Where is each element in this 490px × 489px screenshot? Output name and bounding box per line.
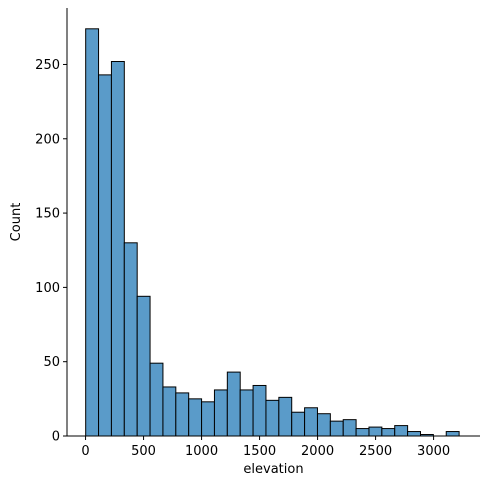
histogram-bar <box>342 419 357 437</box>
y-tick-label: 50 <box>43 355 60 370</box>
histogram-bar <box>265 399 280 437</box>
histogram-bar <box>291 411 306 437</box>
x-tick-label: 2500 <box>359 444 392 459</box>
histogram-bar <box>188 398 203 437</box>
x-tick-label: 1000 <box>185 444 218 459</box>
y-tick-label: 200 <box>35 132 60 147</box>
histogram-bar <box>136 295 151 437</box>
histogram-bar <box>213 389 228 437</box>
y-tick-label: 250 <box>35 58 60 73</box>
histogram-bar <box>162 386 177 437</box>
histogram-bar <box>278 396 293 437</box>
histogram-bar <box>381 428 396 437</box>
y-axis-ticks: 0 50 100 150 200 250 <box>35 58 67 445</box>
x-tick-label: 1500 <box>243 444 276 459</box>
y-tick-label: 100 <box>35 281 60 296</box>
histogram-bar <box>355 428 370 437</box>
histogram-bar <box>123 242 138 437</box>
histogram-bar <box>201 401 215 437</box>
histogram-bar <box>110 61 125 437</box>
y-tick-label: 150 <box>35 207 60 222</box>
histogram-bar <box>226 371 241 437</box>
histogram-bar <box>407 431 421 437</box>
x-tick-label: 0 <box>81 444 89 459</box>
histogram-bar <box>368 426 383 437</box>
x-tick-label: 3000 <box>417 444 450 459</box>
y-axis-label: Count <box>9 203 24 242</box>
x-axis-ticks: 0 500 1000 1500 2000 2500 3000 <box>81 436 450 459</box>
histogram-bar <box>252 384 267 437</box>
x-tick-label: 2000 <box>301 444 334 459</box>
bars-group <box>85 28 460 437</box>
histogram-bar <box>304 407 318 437</box>
histogram-bar <box>85 28 100 437</box>
histogram-bar <box>316 413 331 437</box>
histogram-bar <box>175 392 190 437</box>
x-axis-label: elevation <box>243 462 303 477</box>
x-tick-label: 500 <box>131 444 156 459</box>
histogram-bar <box>394 425 409 437</box>
histogram-bar <box>149 362 164 437</box>
histogram-bar <box>239 389 254 437</box>
histogram-bar <box>329 420 344 437</box>
y-tick-label: 0 <box>52 430 60 445</box>
histogram-bar <box>98 74 112 437</box>
histogram-bar <box>445 431 460 437</box>
